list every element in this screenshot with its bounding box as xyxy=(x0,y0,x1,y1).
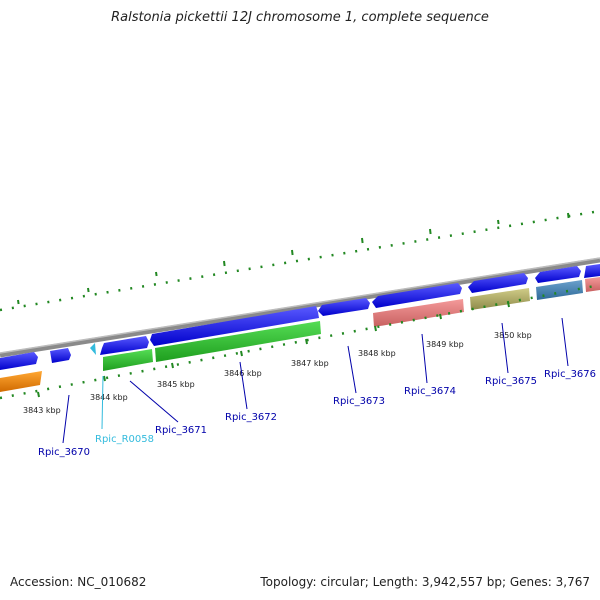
tick-label-3849: 3849 kbp xyxy=(426,340,464,349)
leader-rpic-r0058 xyxy=(101,375,104,430)
leader-rpic-3672 xyxy=(239,361,248,410)
topology-summary: Topology: circular; Length: 3,942,557 bp… xyxy=(260,575,590,589)
tick-label-3847: 3847 kbp xyxy=(291,359,329,368)
gene-pink-2[interactable] xyxy=(585,277,600,292)
gene-olive-1[interactable] xyxy=(470,288,530,310)
tick-label-3850: 3850 kbp xyxy=(494,331,532,340)
gene-labels: Rpic_3670 Rpic_R0058 Rpic_3671 Rpic_3672… xyxy=(38,369,596,458)
reverse-strand-genes xyxy=(0,277,600,392)
gene-green-1[interactable] xyxy=(103,349,153,371)
leader-rpic-3674 xyxy=(421,333,428,384)
gene-blue-2[interactable] xyxy=(50,348,71,363)
tick-label-3848: 3848 kbp xyxy=(358,349,396,358)
gene-label-rpic-r0058[interactable]: Rpic_R0058 xyxy=(95,434,154,445)
forward-strand-genes xyxy=(0,264,600,370)
gene-orange-1[interactable] xyxy=(0,371,42,392)
map-title: Ralstonia pickettii 12J chromosome 1, co… xyxy=(111,10,489,25)
axis-major-ticks xyxy=(37,301,510,398)
leader-rpic-3671 xyxy=(129,380,179,423)
chromosome-backbone xyxy=(0,257,600,358)
lower-dotted-axis xyxy=(0,283,600,400)
gene-label-rpic-3676[interactable]: Rpic_3676 xyxy=(544,369,596,380)
backbone-line xyxy=(0,257,600,358)
accession-text: Accession: NC_010682 xyxy=(10,575,147,589)
gene-blue-4[interactable] xyxy=(150,306,319,346)
gene-blue-1[interactable] xyxy=(0,352,38,370)
tick-label-3846: 3846 kbp xyxy=(224,369,262,378)
gene-label-rpic-3670[interactable]: Rpic_3670 xyxy=(38,447,90,458)
backbone-highlight xyxy=(0,257,600,354)
gene-label-rpic-3674[interactable]: Rpic_3674 xyxy=(404,386,456,397)
gene-label-rpic-3671[interactable]: Rpic_3671 xyxy=(155,425,207,436)
ruler-major-ticks xyxy=(17,212,570,305)
leader-rpic-3675 xyxy=(501,322,509,374)
tick-label-3845: 3845 kbp xyxy=(157,380,195,389)
axis-tick-labels: 3843 kbp 3844 kbp 3845 kbp 3846 kbp 3847… xyxy=(23,331,532,415)
gene-label-rpic-3672[interactable]: Rpic_3672 xyxy=(225,412,277,423)
gene-blue-3[interactable] xyxy=(100,336,149,355)
leader-rpic-3676 xyxy=(561,317,569,367)
gene-blue-9[interactable] xyxy=(584,264,600,278)
upper-dotted-ruler xyxy=(0,209,600,312)
gene-label-rpic-3673[interactable]: Rpic_3673 xyxy=(333,396,385,407)
tick-label-3843: 3843 kbp xyxy=(23,406,61,415)
gene-label-rpic-3675[interactable]: Rpic_3675 xyxy=(485,376,537,387)
gene-leader-lines xyxy=(62,317,569,444)
gene-blue-7[interactable] xyxy=(468,273,528,293)
tick-label-3844: 3844 kbp xyxy=(90,393,128,402)
leader-rpic-3670 xyxy=(62,394,70,444)
gene-blue-5[interactable] xyxy=(318,298,370,316)
gene-steel-1[interactable] xyxy=(536,280,583,300)
trna-marker[interactable] xyxy=(90,343,96,355)
gene-blue-8[interactable] xyxy=(535,266,581,283)
leader-rpic-3673 xyxy=(347,345,357,394)
gene-pink-1[interactable] xyxy=(373,299,464,327)
gene-blue-6[interactable] xyxy=(372,283,462,308)
gene-green-2[interactable] xyxy=(155,321,321,362)
